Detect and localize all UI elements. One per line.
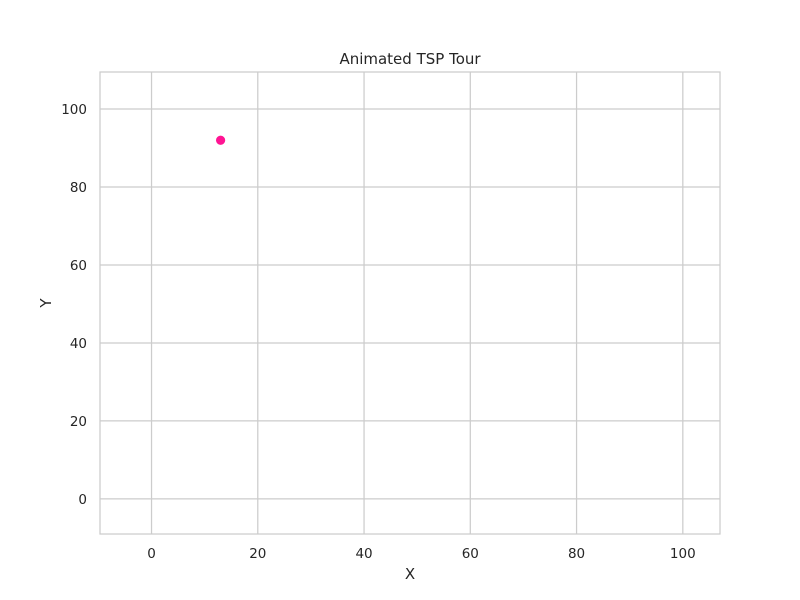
grid-lines (100, 72, 720, 534)
x-tick-label: 80 (568, 546, 585, 562)
chart-title: Animated TSP Tour (339, 50, 481, 68)
x-tick-label: 60 (462, 546, 479, 562)
data-points (215, 135, 226, 145)
city-point (215, 135, 226, 145)
x-axis-label: X (405, 565, 415, 583)
y-tick-labels: 0 20 40 60 80 100 (61, 102, 87, 508)
y-axis-label: Y (37, 298, 55, 309)
x-tick-label: 40 (355, 546, 372, 562)
y-tick-label: 60 (70, 258, 87, 274)
y-tick-label: 0 (78, 492, 87, 508)
x-tick-label: 0 (147, 546, 156, 562)
y-tick-label: 40 (70, 336, 87, 352)
y-tick-label: 20 (70, 414, 87, 430)
y-tick-label: 80 (70, 180, 87, 196)
y-tick-label: 100 (61, 102, 87, 118)
x-tick-label: 100 (670, 546, 696, 562)
x-tick-label: 20 (249, 546, 266, 562)
plot-frame (99, 71, 721, 535)
x-tick-labels: 0 20 40 60 80 100 (147, 546, 695, 562)
